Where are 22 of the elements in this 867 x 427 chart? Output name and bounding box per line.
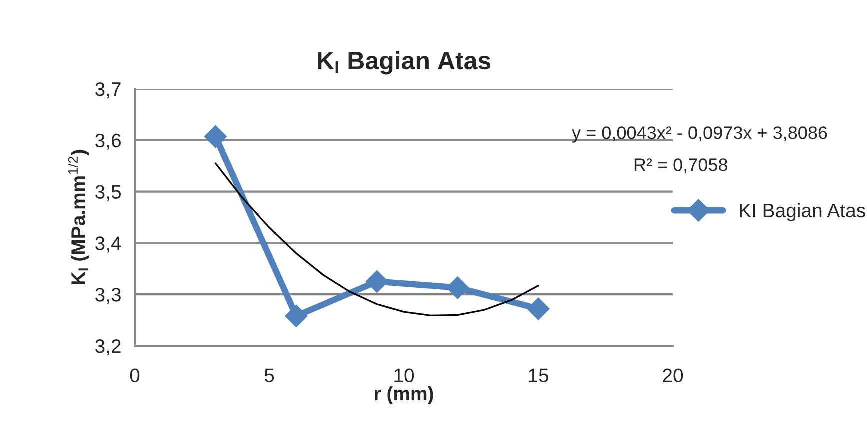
point bbox=[366, 270, 388, 294]
x-tick-label: 0 bbox=[130, 368, 140, 383]
y-tick-label: 3,5 bbox=[96, 185, 121, 202]
x-axis-title: r (mm) bbox=[375, 386, 434, 404]
y-tick-label: 3,7 bbox=[96, 82, 121, 99]
y-tick-label: 3,3 bbox=[96, 288, 121, 304]
point bbox=[285, 304, 308, 328]
x-tick-label: 15 bbox=[529, 368, 548, 383]
y-tick-label: 3,4 bbox=[96, 236, 122, 253]
legend-label: KI Bagian Atas bbox=[740, 203, 866, 222]
point bbox=[527, 298, 550, 320]
y-axis-title: K$_{I}$ (MPa.mm$^{1/2}$) bbox=[68, 150, 90, 284]
chart-title: K$_{I}$ Bagian Atas bbox=[318, 51, 491, 75]
annotation: R² = 0,7058 bbox=[634, 158, 728, 174]
y-tick-label: 3,6 bbox=[96, 134, 121, 150]
point bbox=[204, 125, 228, 148]
x-tick-label: 10 bbox=[394, 368, 414, 383]
y-tick-label: 3,2 bbox=[96, 339, 121, 356]
line-series bbox=[214, 162, 540, 317]
x-tick-label: 20 bbox=[663, 368, 684, 383]
annotation: y = 0,0043x² - 0,0973x + 3,8086 bbox=[572, 126, 828, 143]
x-tick-label: 5 bbox=[264, 368, 274, 383]
